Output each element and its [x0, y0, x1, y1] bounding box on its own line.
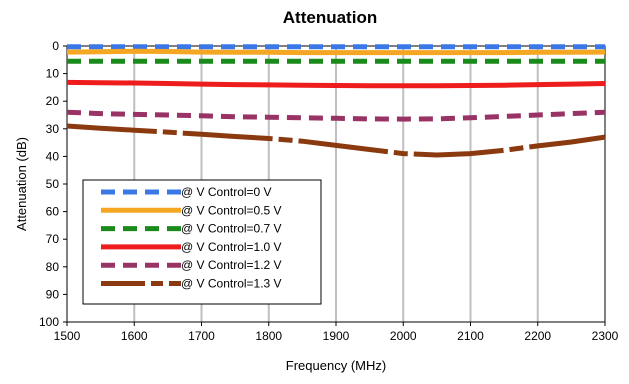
series-lines — [66, 44, 606, 158]
legend: @ V Control=0 V @ V Control=0.5 V @ V Cont… — [82, 179, 322, 305]
y-tick-label: 60 — [46, 205, 60, 219]
legend-label-5: @ V Control=1.3 V — [181, 277, 282, 291]
y-tick-label: 0 — [52, 39, 59, 53]
series-line-1 — [66, 48, 606, 56]
x-tick-label: 2300 — [592, 329, 619, 343]
x-tick-label: 2000 — [390, 329, 417, 343]
series-line-5 — [66, 123, 606, 158]
y-tick-label: 100 — [39, 315, 59, 329]
y-axis-ticks: 0 10 20 30 40 50 60 70 80 90 100 — [39, 39, 67, 329]
y-tick-label: 90 — [46, 287, 60, 301]
legend-label-2: @ V Control=0.7 V — [181, 222, 282, 236]
x-axis-label: Frequency (MHz) — [286, 358, 386, 373]
x-tick-label: 2100 — [457, 329, 484, 343]
series-line-3 — [66, 79, 606, 89]
y-tick-label: 20 — [46, 94, 60, 108]
series-line-4 — [66, 109, 606, 122]
x-tick-label: 1600 — [121, 329, 148, 343]
legend-label-4: @ V Control=1.2 V — [181, 258, 282, 272]
y-tick-label: 50 — [46, 177, 60, 191]
x-tick-label: 1800 — [255, 329, 282, 343]
y-axis-label: Attenuation (dB) — [14, 137, 29, 231]
x-tick-label: 2200 — [524, 329, 551, 343]
x-tick-label: 1500 — [54, 329, 81, 343]
legend-label-3: @ V Control=1.0 V — [181, 240, 282, 254]
x-tick-label: 1900 — [323, 329, 350, 343]
legend-label-1: @ V Control=0.5 V — [181, 203, 282, 217]
y-tick-label: 30 — [46, 122, 60, 136]
x-tick-label: 1700 — [188, 329, 215, 343]
chart-title: Attenuation — [283, 8, 377, 27]
legend-box — [82, 179, 322, 305]
x-axis-ticks: 1500 1600 1700 1800 1900 2000 2100 2200 2300 — [54, 322, 619, 343]
legend-label-0: @ V Control=0 V — [181, 185, 272, 199]
y-tick-label: 10 — [46, 67, 60, 81]
y-tick-label: 80 — [46, 260, 60, 274]
y-tick-label: 40 — [46, 149, 60, 163]
y-tick-label: 70 — [46, 232, 60, 246]
